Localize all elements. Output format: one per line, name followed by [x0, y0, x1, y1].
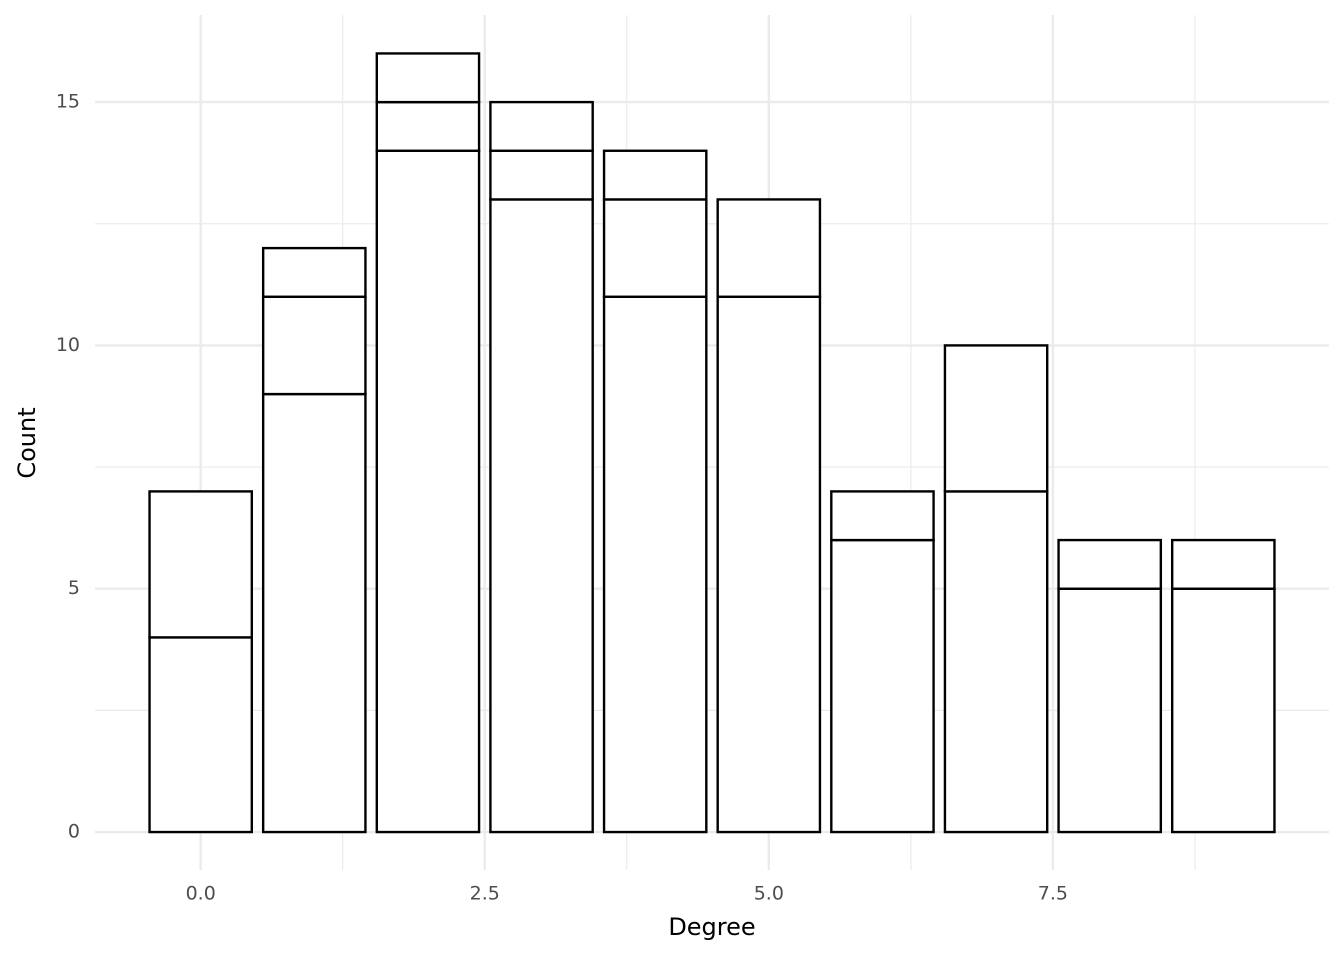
y-tick-label: 10 [56, 334, 80, 356]
x-tick-label: 5.0 [754, 883, 784, 905]
bar-segment [489, 149, 594, 201]
bar-segment [602, 198, 708, 298]
bar-segment [489, 100, 594, 152]
y-tick-label: 15 [56, 91, 80, 113]
y-axis-title: Count [13, 407, 41, 478]
bar-segment [830, 538, 935, 834]
bar-segment [602, 295, 708, 834]
bar-segment [489, 198, 594, 834]
bar-segment [943, 344, 1049, 493]
bar-segment [375, 149, 481, 834]
bar-segment [943, 490, 1049, 834]
bar-segment [261, 246, 367, 298]
x-axis-title: Degree [668, 913, 755, 941]
bar-segment [261, 295, 367, 396]
bar-segment [1057, 587, 1163, 834]
x-tick-label: 2.5 [470, 883, 500, 905]
bar-segment [375, 52, 481, 104]
x-tick-label: 0.0 [186, 883, 216, 905]
bar-segment [375, 100, 481, 152]
y-tick-label: 5 [68, 577, 80, 599]
bar-segment [716, 295, 822, 834]
bar-segment [1057, 538, 1163, 590]
bar-segment [602, 149, 708, 201]
bar-segment [716, 198, 822, 298]
y-tick-label: 0 [68, 821, 80, 843]
x-tick-label: 7.5 [1038, 883, 1068, 905]
bar-segment [1170, 538, 1276, 590]
bar-segment [148, 490, 254, 639]
bar-segment [830, 490, 935, 542]
bar-segment [261, 392, 367, 834]
bar-segment [1170, 587, 1276, 834]
bar-segment [148, 636, 254, 834]
bars [148, 52, 1276, 834]
